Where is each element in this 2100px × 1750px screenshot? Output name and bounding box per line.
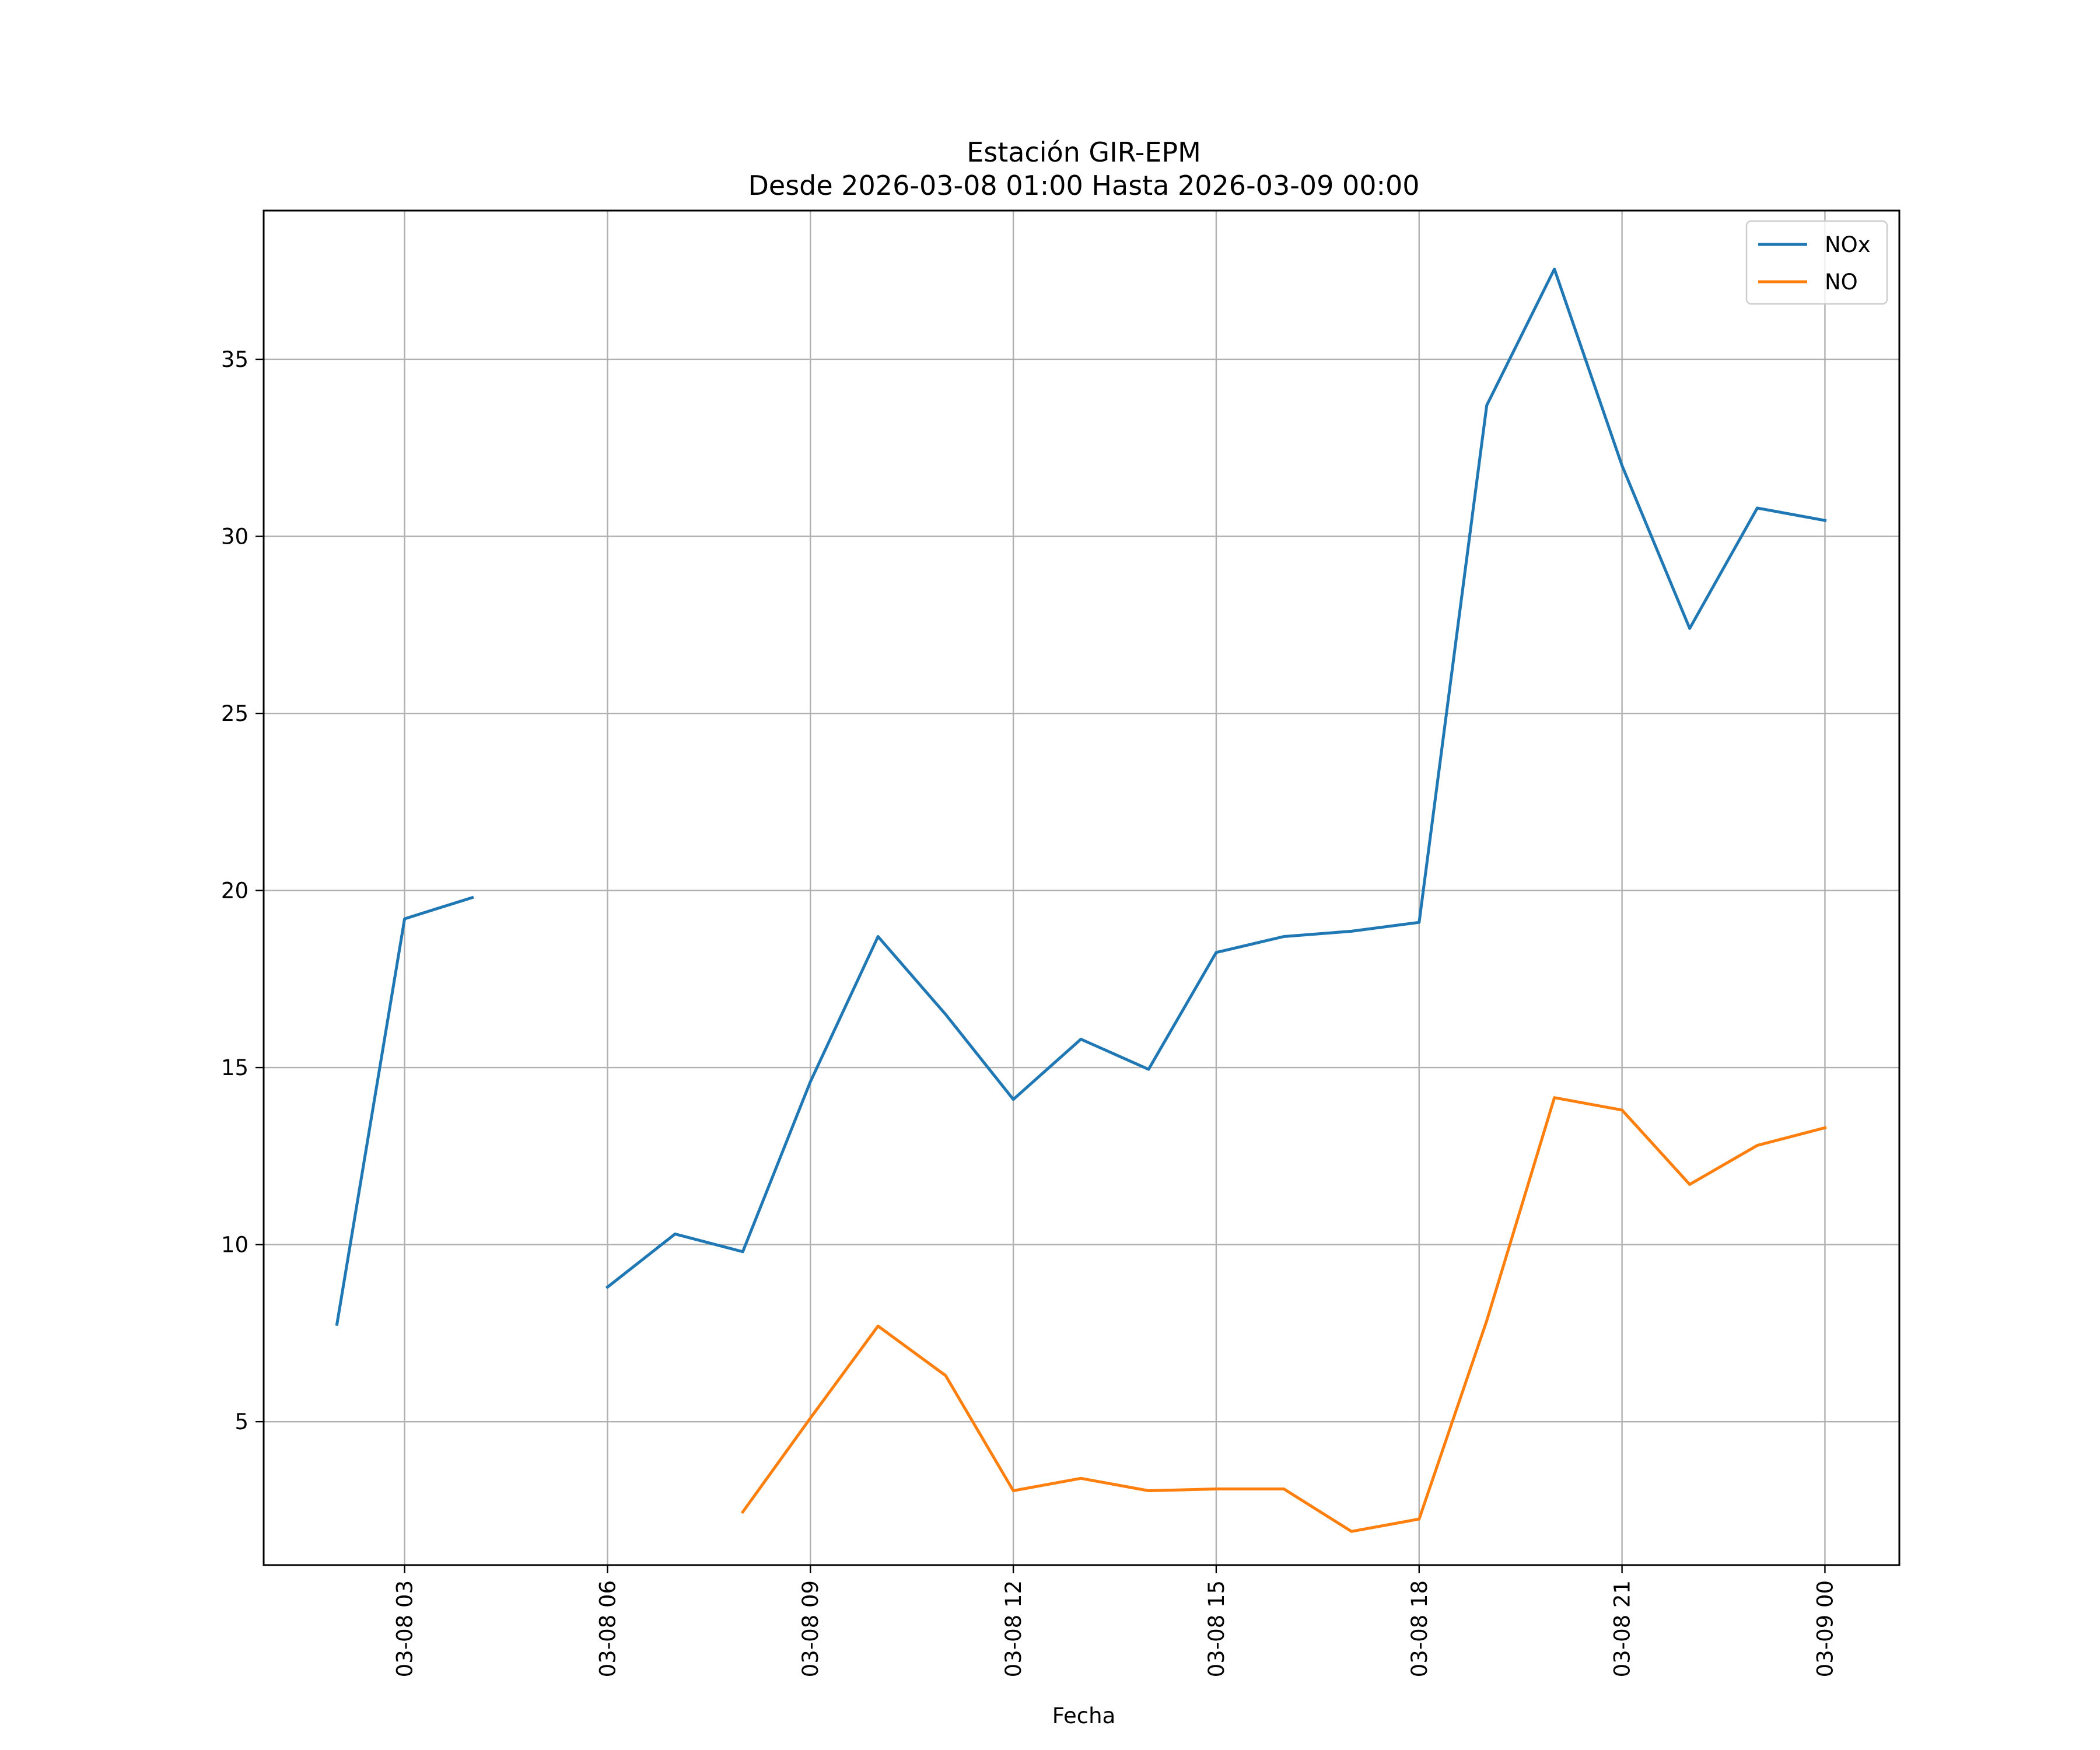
y-tick-label: 30 xyxy=(221,524,249,549)
y-tick-label: 35 xyxy=(221,347,249,372)
x-tick-label: 03-08 03 xyxy=(393,1580,418,1677)
x-tick-label: 03-08 21 xyxy=(1610,1580,1635,1677)
x-tick-label: 03-08 06 xyxy=(595,1580,620,1677)
y-tick-label: 20 xyxy=(221,878,249,904)
plot-area: 5 10 15 20 25 30 35 03-08 03 03-08 06 03-08 09 03-… xyxy=(221,209,1901,1677)
y-tick-label: 15 xyxy=(221,1055,249,1080)
chart-title: Estación GIR-EPM xyxy=(967,136,1201,168)
series-line-nox xyxy=(335,895,474,1326)
x-tick-label: 03-08 18 xyxy=(1407,1580,1432,1677)
x-tick-label: 03-09 00 xyxy=(1812,1580,1838,1677)
y-tick-label: 10 xyxy=(221,1233,249,1258)
x-tick-label: 03-08 12 xyxy=(1001,1580,1026,1677)
y-tick-label: 25 xyxy=(221,701,249,726)
x-axis-label: Fecha xyxy=(1052,1703,1116,1728)
axes-frame xyxy=(262,209,1901,1566)
series-line-nox xyxy=(605,267,1827,1290)
legend-label-no: NO xyxy=(1825,270,1858,295)
legend: NOx NO xyxy=(1745,220,1888,305)
chart-subtitle: Desde 2026-03-08 01:00 Hasta 2026-03-09 … xyxy=(748,170,1419,201)
x-tick-label: 03-08 15 xyxy=(1204,1580,1229,1677)
series-line-no xyxy=(740,1096,1827,1533)
y-tick-label: 5 xyxy=(235,1409,249,1434)
legend-label-nox: NOx xyxy=(1825,232,1871,257)
x-tick-label: 03-08 09 xyxy=(798,1580,823,1677)
